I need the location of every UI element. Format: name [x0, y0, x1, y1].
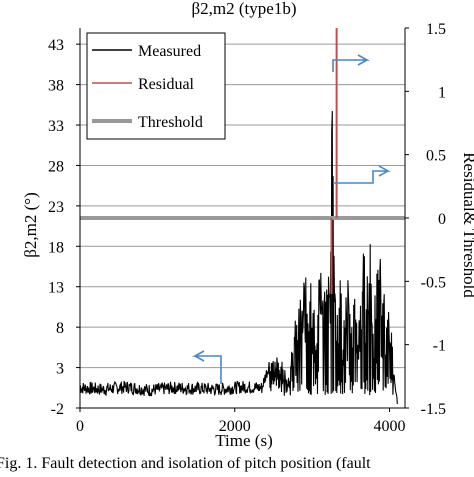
series-measured-line: [79, 110, 398, 405]
arrow-to-left-axis: [191, 350, 222, 384]
legend-item-measured-label: Measured: [138, 43, 201, 60]
chart-title: β2,m2 (type1b): [192, 0, 297, 18]
y2-tick-label: 0: [438, 211, 446, 228]
series-residual-band: [335, 28, 338, 218]
x-tick-label: 2000: [219, 418, 251, 435]
y-tick-label: 28: [48, 158, 64, 175]
y2-tick-label: -0.5: [421, 274, 446, 291]
y-tick-label: 43: [48, 37, 64, 54]
y2-tick-label: -1: [433, 338, 446, 355]
y-tick-label: 23: [48, 199, 64, 216]
y2-axis-label: Residual& Threshold: [460, 152, 474, 298]
y2-tick-label: 1.5: [426, 21, 446, 38]
figure-caption: Fig. 1. Fault detection and isolation of…: [0, 455, 371, 472]
y-tick-label: 18: [48, 239, 64, 256]
x-tick-label: 0: [76, 418, 84, 435]
y-tick-label: 38: [48, 78, 64, 95]
legend-item-threshold-label: Threshold: [138, 114, 203, 131]
y-axis-label: β2,m2 (°): [21, 192, 40, 258]
y-tick-label: 3: [56, 361, 64, 378]
y2-tick-label: -1.5: [421, 401, 446, 418]
arrow-to-right-axis-lower: [333, 165, 392, 184]
x-axis-label: Time (s): [215, 431, 272, 450]
y-tick-label: -2: [51, 401, 64, 418]
x-tick-label: 4000: [374, 418, 406, 435]
y-tick-label: 33: [48, 118, 64, 135]
arrow-to-right-axis-upper: [332, 54, 371, 72]
y-tick-label: 13: [48, 280, 64, 297]
y2-tick-label: 0.5: [426, 148, 446, 165]
legend-item-residual-label: Residual: [138, 76, 195, 93]
y2-tick-label: 1: [438, 84, 446, 101]
y-tick-label: 8: [56, 320, 64, 337]
